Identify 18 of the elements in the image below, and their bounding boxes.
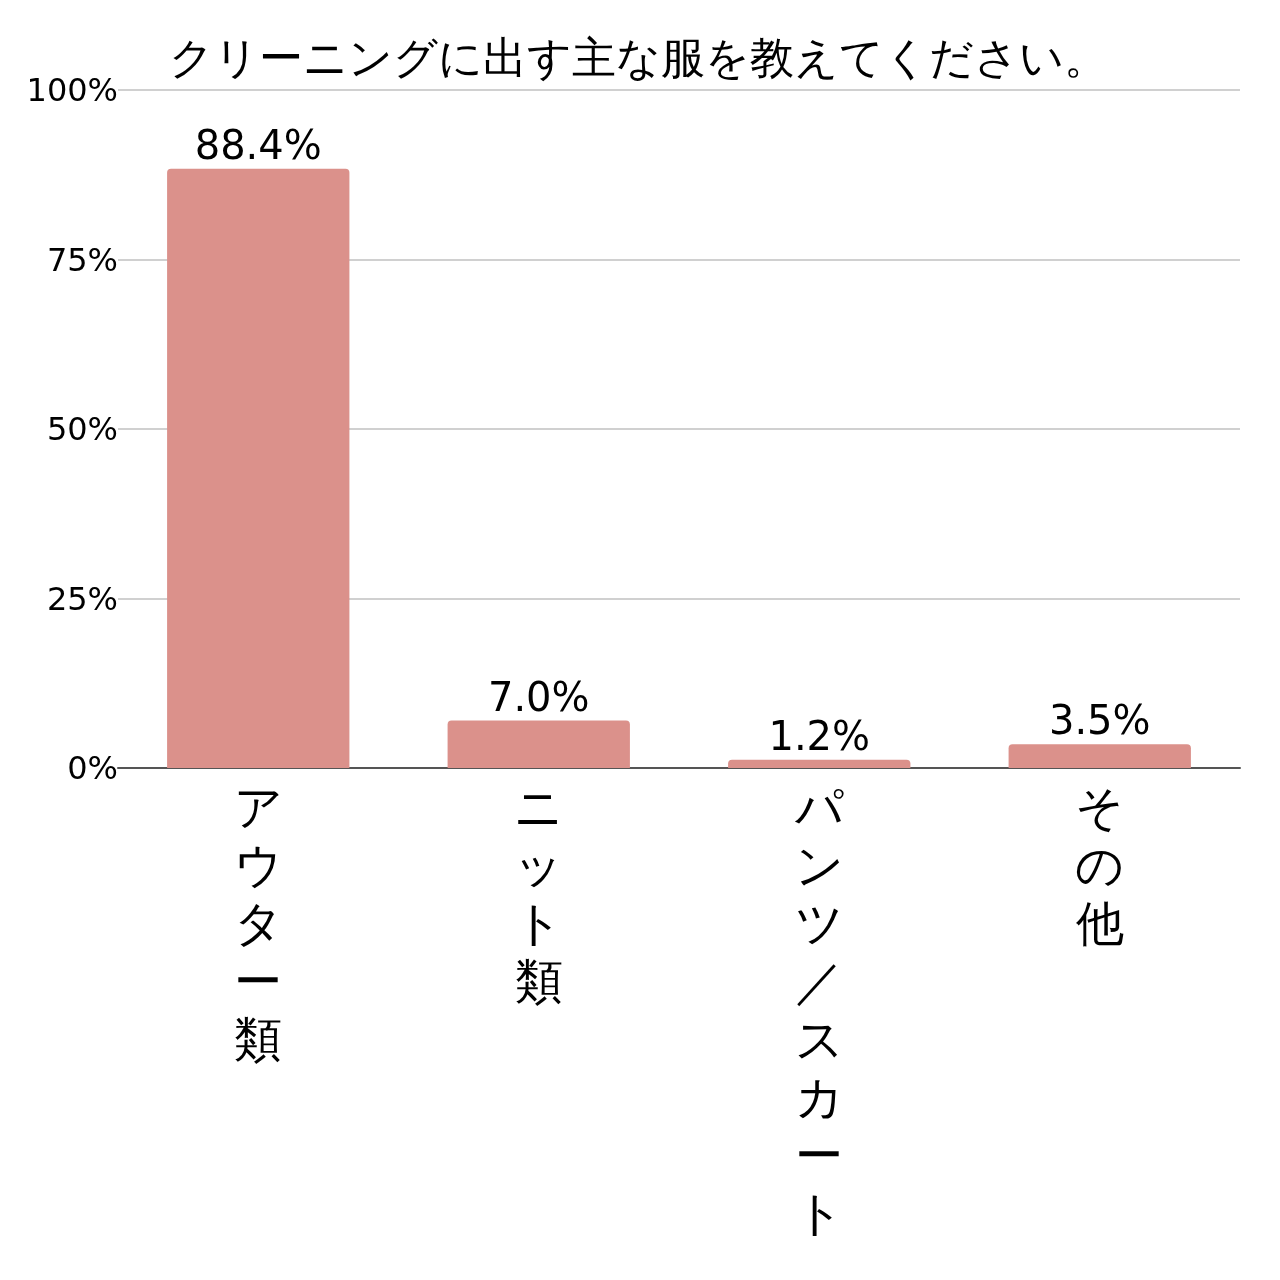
x-tick-label: パンツ／スカート xyxy=(793,779,844,1241)
y-tick-label: 100% xyxy=(26,71,118,109)
data-label: 88.4% xyxy=(194,121,322,168)
x-tick-label: その他 xyxy=(1075,779,1125,951)
y-tick-label: 25% xyxy=(46,579,118,618)
x-tick-label: ニット類 xyxy=(514,779,564,1009)
chart-title: クリーニングに出す主な服を教えてください。 xyxy=(168,31,1108,83)
x-tick-label: アウター類 xyxy=(233,779,283,1067)
data-label: 7.0% xyxy=(487,673,590,720)
data-label: 1.2% xyxy=(768,712,871,759)
y-tick-label: 75% xyxy=(46,240,118,279)
bar xyxy=(728,759,911,768)
y-tick-label: 50% xyxy=(46,410,118,448)
bar xyxy=(167,168,350,768)
y-tick-label: 0% xyxy=(67,749,118,787)
data-label: 3.5% xyxy=(1048,697,1151,744)
bar xyxy=(447,720,630,768)
bar xyxy=(1008,744,1191,768)
